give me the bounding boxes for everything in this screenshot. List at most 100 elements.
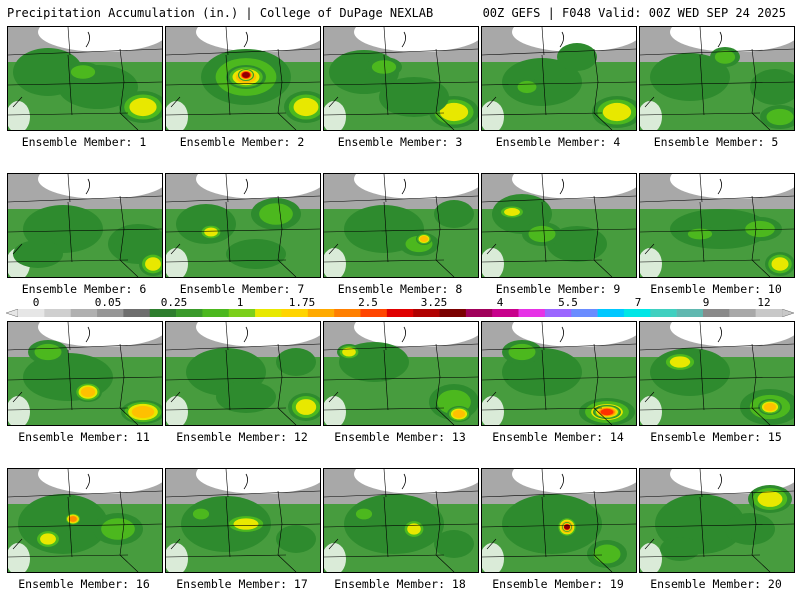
state-border [324,48,478,56]
colorbar-swatch [439,309,467,317]
precip-contour [242,72,250,78]
state-border [166,81,320,86]
precip-contour [293,97,319,117]
state-border [541,54,547,116]
colorbar-swatch [518,309,546,317]
precip-contour [233,518,259,530]
state-border [435,407,455,425]
colorbar-swatch [281,309,309,317]
precip-field [8,174,162,277]
state-border [119,343,125,409]
state-border [482,407,603,411]
river-line [559,326,564,343]
precip-contour [295,399,317,415]
precip-contour [650,53,730,101]
ensemble-member-map [323,26,479,131]
state-border [435,112,455,130]
state-border [751,407,771,425]
precip-contour [600,408,614,416]
ensemble-member-map [481,173,637,278]
precip-field [324,469,478,572]
precip-contour [502,494,602,554]
state-border [699,349,705,411]
ensemble-member-label: Ensemble Member: 19 [492,577,624,591]
ensemble-member-map [7,173,163,278]
colorbar-swatch [623,309,651,317]
state-border [12,538,23,550]
precip-contour [547,226,607,262]
state-border [8,81,162,86]
state-border [328,391,339,403]
colorbar-swatch [307,309,335,317]
state-border [119,490,125,556]
state-border [383,469,387,498]
precip-contour [763,402,777,412]
ensemble-member-label: Ensemble Member: 13 [334,430,466,444]
ensemble-member-label: Ensemble Member: 10 [650,282,782,296]
precip-contour [528,225,556,243]
ensemble-member-label: Ensemble Member: 8 [337,282,463,296]
precip-field [640,322,794,425]
state-border [225,27,229,56]
state-border [541,349,547,411]
colorbar-swatch [465,309,493,317]
ensemble-member-map [639,173,795,278]
state-border [699,174,703,203]
state-border [170,96,181,108]
state-border [166,407,287,411]
precip-contour [517,80,537,94]
precip-contour [439,102,469,122]
state-border [225,322,229,351]
precip-contour [80,386,96,398]
state-border [751,490,757,556]
ensemble-member-label: Ensemble Member: 6 [21,282,147,296]
state-border [699,27,703,56]
state-border [119,48,125,114]
state-border [277,490,283,556]
precip-contour [226,239,286,269]
ensemble-member-label: Ensemble Member: 14 [492,430,624,444]
ensemble-member-label: Ensemble Member: 20 [650,577,782,591]
state-border [383,54,389,116]
state-border [225,174,229,203]
state-border [593,554,613,572]
state-border [324,343,478,351]
state-border [67,54,73,116]
ensemble-member-label: Ensemble Member: 1 [21,135,147,149]
state-border [277,407,297,425]
state-border [166,490,320,498]
state-border [751,112,771,130]
precip-contour [745,220,775,238]
state-border [67,349,73,411]
ensemble-member-map [165,26,321,131]
precip-field [482,322,636,425]
precip-contour [714,50,736,64]
state-border [166,48,320,56]
state-border [435,259,455,277]
state-border [67,201,73,263]
precip-contour [204,227,218,237]
state-border [324,490,478,498]
ensemble-member-label: Ensemble Member: 11 [18,430,150,444]
state-border [225,201,231,263]
state-border [482,376,636,381]
colorbar-tick-label: 1 [236,296,244,309]
ensemble-member-label: Ensemble Member: 18 [334,577,466,591]
colorbar-tick-label: 5.5 [558,296,578,309]
precip-contour [407,523,421,535]
ensemble-member-map [165,173,321,278]
river-line [401,326,406,343]
colorbar-tick-label: 4 [496,296,504,309]
state-border [324,259,445,263]
state-border [435,48,441,114]
state-border [640,112,761,116]
colorbar-swatch [176,309,203,317]
precip-contour [192,508,210,520]
state-border [640,376,794,381]
state-border [541,322,545,351]
state-border [324,407,445,411]
river-line [243,31,248,48]
state-border [8,407,129,411]
state-border [640,48,794,56]
precip-contour [508,343,536,361]
